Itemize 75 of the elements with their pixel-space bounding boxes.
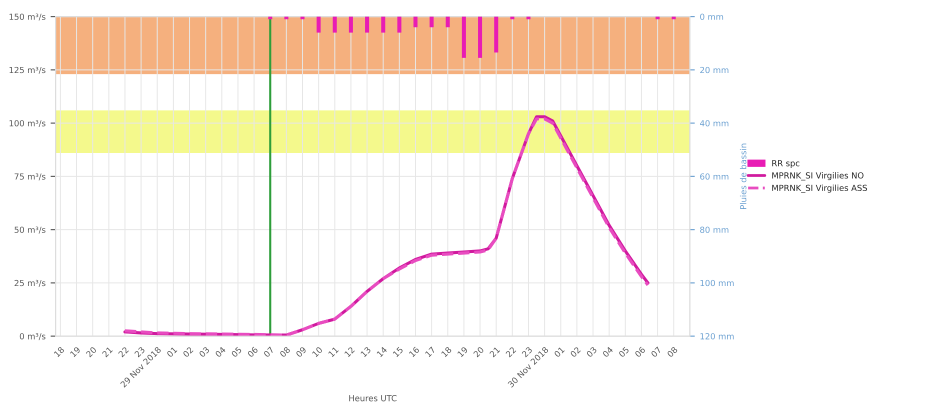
bar: [284, 16, 288, 20]
x-tick-label: 10: [312, 346, 323, 358]
y-tick-label: 125 m³/s: [10, 66, 46, 74]
bar: [413, 16, 418, 28]
x-tick-label: 18: [441, 346, 452, 358]
bar: [300, 16, 305, 20]
bar: [446, 16, 450, 28]
x-tick-label: 02: [182, 346, 194, 358]
x-tick-label: 06: [247, 346, 258, 358]
y2-tick-label: 120 mm: [700, 333, 734, 340]
x-tick-label: 15: [392, 346, 404, 358]
x-tick-label: 21: [489, 346, 500, 358]
y-tick-label: 75 m³/s: [14, 173, 46, 180]
y-tick-label: 0 m³/s: [20, 333, 46, 340]
y2-tick-label: 100 mm: [700, 280, 734, 286]
x-tick-label: 14: [376, 346, 388, 358]
x-tick-label: 06: [634, 346, 646, 358]
x-tick-label: 09: [296, 346, 307, 358]
x-tick-label: 02: [570, 346, 581, 358]
legend-label: MPRNK_SI Virgilies NO: [772, 172, 864, 180]
x-tick-label: 19: [457, 346, 468, 358]
x-tick-label: 23: [134, 346, 146, 358]
x-tick-label: 13: [360, 346, 372, 358]
y2-tick-label: 20 mm: [700, 66, 728, 74]
y-tick-label: 25 m³/s: [14, 280, 46, 287]
legend-label: RR spc: [772, 160, 800, 168]
x-tick-label: 08: [666, 346, 678, 358]
bar: [478, 16, 482, 58]
x-tick-label: 22: [505, 346, 516, 358]
x-tick-label: 18: [54, 346, 65, 358]
x-tick-label: 05: [230, 346, 242, 358]
x-tick-label: 11: [328, 346, 339, 358]
y2-tick-label: 80 mm: [700, 226, 728, 233]
bar: [494, 16, 498, 53]
y2-tick-label: 0 mm: [700, 14, 724, 20]
x-tick-label: 05: [618, 346, 630, 358]
bar: [316, 16, 321, 33]
x-tick-label: 07: [650, 346, 662, 358]
x-tick-label: 04: [214, 346, 226, 358]
bar: [332, 16, 337, 33]
y-tick-label: 100 m³/s: [10, 120, 46, 128]
x-tick-label: 17: [424, 346, 436, 358]
x-tick-label: 22: [118, 346, 129, 358]
y2-tick-label: 40 mm: [700, 120, 728, 126]
legend-label: MPRNK_SI Virgilies ASS: [772, 184, 867, 193]
x-tick-label: 19: [70, 346, 81, 358]
x-tick-label: 16: [408, 346, 420, 358]
x-tick-label: 07: [263, 346, 274, 358]
y2-tick-label: 60 mm: [700, 173, 728, 180]
x-tick-label: 12: [344, 346, 355, 358]
y-tick-label: 150 m³/s: [10, 14, 46, 21]
bar: [381, 16, 386, 33]
x-tick-label: 01: [554, 346, 565, 358]
x-tick-label: 20: [86, 346, 97, 358]
x-tick-label: 04: [602, 346, 614, 358]
bar: [656, 16, 660, 20]
bar: [672, 16, 676, 20]
x-tick-label: 08: [279, 346, 291, 358]
bar: [348, 16, 353, 33]
bar: [526, 16, 530, 20]
x-tick-label: 21: [102, 346, 113, 358]
y-tick-label: 50 m³/s: [14, 226, 46, 234]
x-tick-label: 03: [198, 346, 210, 358]
x-tick-label: 20: [473, 346, 484, 358]
x-tick-label: 01: [166, 346, 178, 358]
x-axis-title: Heures UTC: [349, 395, 397, 402]
x-tick-label: 03: [586, 346, 598, 358]
bar: [462, 16, 466, 58]
bar: [268, 16, 272, 20]
x-tick-label: 23: [522, 346, 533, 358]
y2-axis-title: Pluies de bassin: [740, 144, 746, 209]
bar: [430, 16, 434, 28]
bar: [365, 16, 370, 33]
bar: [397, 16, 402, 33]
bar: [510, 16, 514, 20]
